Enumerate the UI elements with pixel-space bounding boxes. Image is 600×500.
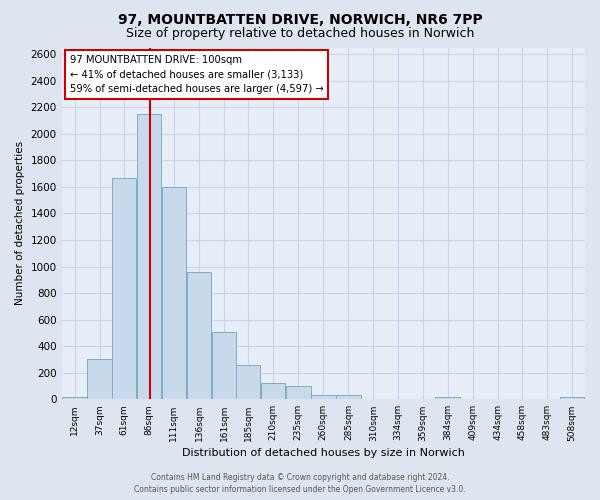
- Text: 97 MOUNTBATTEN DRIVE: 100sqm
← 41% of detached houses are smaller (3,133)
59% of: 97 MOUNTBATTEN DRIVE: 100sqm ← 41% of de…: [70, 54, 323, 94]
- Bar: [361, 398, 386, 400]
- Bar: [212, 332, 236, 400]
- Bar: [535, 398, 559, 400]
- Text: Contains HM Land Registry data © Crown copyright and database right 2024.
Contai: Contains HM Land Registry data © Crown c…: [134, 472, 466, 494]
- X-axis label: Distribution of detached houses by size in Norwich: Distribution of detached houses by size …: [182, 448, 465, 458]
- Bar: [236, 366, 260, 400]
- Bar: [509, 398, 534, 400]
- Text: Size of property relative to detached houses in Norwich: Size of property relative to detached ho…: [126, 28, 474, 40]
- Bar: [560, 396, 584, 400]
- Bar: [112, 178, 136, 400]
- Bar: [187, 272, 211, 400]
- Bar: [485, 398, 510, 400]
- Text: 97, MOUNTBATTEN DRIVE, NORWICH, NR6 7PP: 97, MOUNTBATTEN DRIVE, NORWICH, NR6 7PP: [118, 12, 482, 26]
- Bar: [460, 398, 485, 400]
- Bar: [161, 187, 186, 400]
- Bar: [410, 398, 435, 400]
- Bar: [436, 396, 460, 400]
- Bar: [261, 384, 286, 400]
- Bar: [385, 398, 410, 400]
- Bar: [88, 360, 112, 400]
- Y-axis label: Number of detached properties: Number of detached properties: [15, 142, 25, 306]
- Bar: [336, 394, 361, 400]
- Bar: [62, 396, 87, 400]
- Bar: [137, 114, 161, 400]
- Bar: [286, 386, 311, 400]
- Bar: [311, 394, 335, 400]
